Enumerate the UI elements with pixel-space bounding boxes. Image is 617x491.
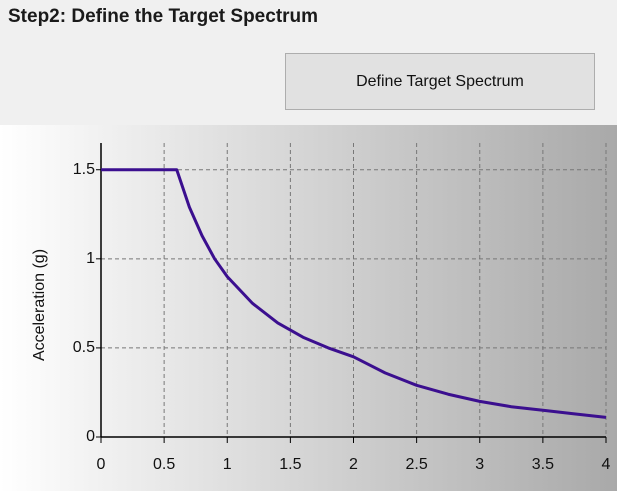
x-tick-label: 0.5 [153, 456, 175, 473]
y-tick-label: 1 [86, 250, 95, 267]
x-tick-label: 3.5 [532, 456, 554, 473]
x-tick-label: 1 [223, 456, 232, 473]
chart: Acceleration (g) 0 0.5 1 1.5 0 0.5 1 1.5 2 2.5 3 3.… [0, 125, 617, 491]
x-tick-label: 3 [475, 456, 484, 473]
x-tick-label: 0 [97, 456, 106, 473]
spectrum-line [101, 168, 607, 419]
x-tick-label: 2.5 [406, 456, 428, 473]
chart-background [0, 125, 617, 491]
y-tick-label: 0.5 [73, 339, 95, 356]
y-tick-label: 0 [86, 428, 95, 445]
y-axis-label: Acceleration (g) [31, 249, 48, 361]
x-tick-label: 1.5 [279, 456, 301, 473]
section-title: Step2: Define the Target Spectrum [8, 6, 319, 27]
define-button[interactable]: Define Target Spectrum [285, 53, 595, 110]
x-tick-label: 4 [602, 456, 611, 473]
x-tick-label: 2 [349, 456, 358, 473]
y-tick-label: 1.5 [73, 161, 95, 178]
